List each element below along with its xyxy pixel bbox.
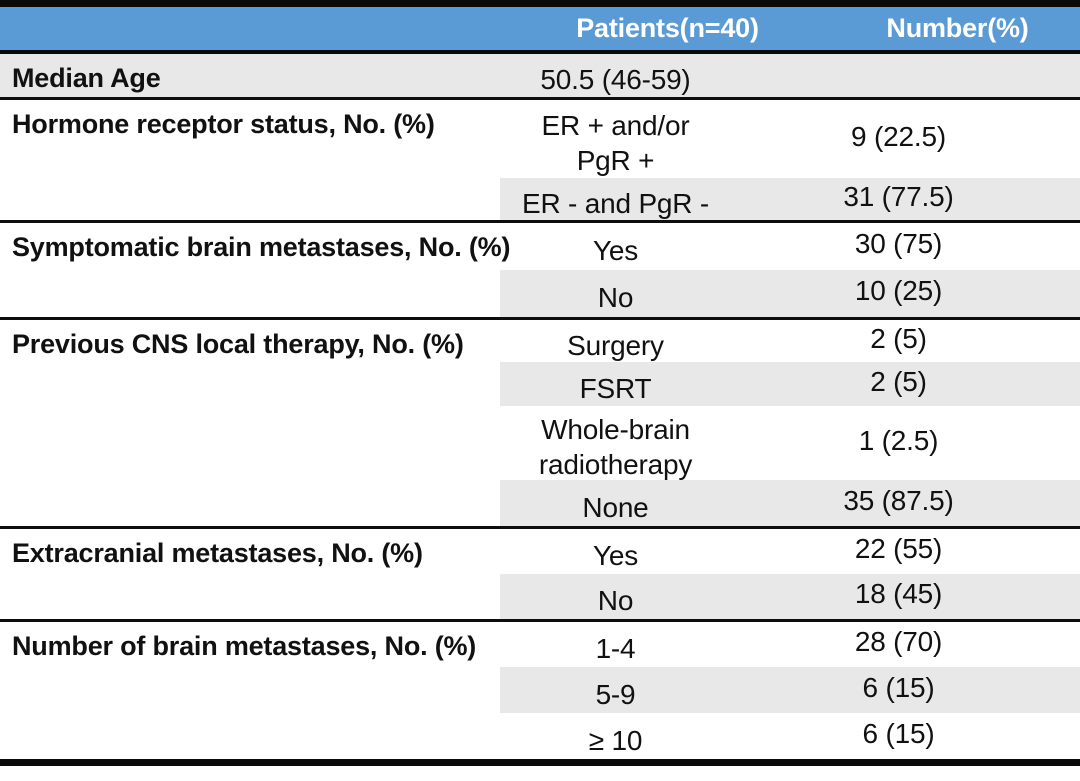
header-number-label: Number(%) [886, 13, 1029, 43]
number-cell: 31 (77.5) [785, 178, 1080, 220]
value-cell: 5-9 [500, 667, 785, 713]
top-rule [0, 0, 1080, 7]
number-text: 30 (75) [854, 228, 943, 259]
table-row: 1-4 28 (70) [500, 622, 1080, 667]
value-cell: FSRT [500, 362, 785, 406]
header-patients-label: Patients(n=40) [576, 13, 759, 43]
table-row: Surgery 2 (5) [500, 320, 1080, 362]
number-cell: 2 (5) [785, 362, 1080, 406]
value-cell: Yes [500, 529, 785, 574]
value-text: FSRT [579, 372, 652, 404]
category-label: Median Age [12, 63, 161, 93]
value-cell: No [500, 574, 785, 619]
value-cell: Yes [500, 223, 785, 270]
number-text: 6 (15) [862, 671, 935, 703]
number-cell [785, 54, 1080, 97]
header-row: Patients(n=40) Number(%) [0, 7, 1080, 54]
number-cell: 1 (2.5) [785, 406, 1080, 480]
number-text: 31 (77.5) [843, 180, 954, 212]
section-rows: 1-4 28 (70) 5-9 6 (15) ≥ 10 6 (15) [500, 622, 1080, 759]
number-text: 1 (2.5) [858, 424, 939, 456]
value-cell: 50.5 (46-59) [500, 54, 785, 97]
section-rows: ER + and/or PgR + 9 (22.5) ER - and PgR … [500, 100, 1080, 220]
number-cell: 2 (5) [785, 320, 1080, 362]
number-cell: 9 (22.5) [785, 100, 1080, 178]
number-cell: 22 (55) [785, 529, 1080, 574]
value-text: Yes [592, 235, 639, 266]
table-row: No 18 (45) [500, 574, 1080, 619]
value-text: ER + and/or PgR + [541, 110, 690, 176]
table-row: 5-9 6 (15) [500, 667, 1080, 713]
number-cell: 6 (15) [785, 713, 1080, 759]
table-row: ER + and/or PgR + 9 (22.5) [500, 100, 1080, 178]
section-rows: Yes 22 (55) No 18 (45) [500, 529, 1080, 619]
value-cell: 1-4 [500, 622, 785, 667]
table-row: Yes 30 (75) [500, 223, 1080, 270]
header-col-number: Number(%) [785, 13, 1080, 44]
value-text: ER - and PgR - [521, 187, 710, 219]
section-rows: Yes 30 (75) No 10 (25) [500, 223, 1080, 317]
number-cell: 6 (15) [785, 667, 1080, 713]
number-cell: 10 (25) [785, 270, 1080, 317]
value-text: ≥ 10 [588, 724, 643, 756]
value-text: None [582, 491, 649, 523]
section-extracranial: Extracranial metastases, No. (%) Yes 22 … [0, 526, 1080, 619]
table-row: FSRT 2 (5) [500, 362, 1080, 406]
header-col-patients: Patients(n=40) [500, 13, 785, 44]
value-cell: Whole-brain radiotherapy [500, 406, 785, 480]
bottom-rule [0, 759, 1080, 766]
table-row: 50.5 (46-59) [500, 54, 1080, 97]
table-row: Yes 22 (55) [500, 529, 1080, 574]
number-text: 10 (25) [854, 275, 943, 306]
value-cell: ER + and/or PgR + [500, 100, 785, 178]
section-hormone-receptor: Hormone receptor status, No. (%) ER + an… [0, 97, 1080, 220]
value-text: Whole-brain radiotherapy [538, 414, 693, 480]
value-cell: ≥ 10 [500, 713, 785, 759]
category-label: Hormone receptor status, No. (%) [12, 109, 435, 139]
value-text: 1-4 [595, 633, 636, 664]
value-text: Surgery [567, 329, 664, 361]
number-cell: 30 (75) [785, 223, 1080, 270]
category-label: Previous CNS local therapy, No. (%) [12, 329, 464, 359]
number-text: 6 (15) [862, 717, 935, 749]
value-cell: None [500, 480, 785, 526]
section-median-age: Median Age 50.5 (46-59) [0, 54, 1080, 97]
number-text: 2 (5) [870, 322, 927, 354]
table-row: ≥ 10 6 (15) [500, 713, 1080, 759]
section-previous-cns: Previous CNS local therapy, No. (%) Surg… [0, 317, 1080, 526]
table-row: ER - and PgR - 31 (77.5) [500, 178, 1080, 220]
section-symptomatic: Symptomatic brain metastases, No. (%) Ye… [0, 220, 1080, 317]
category-label: Extracranial metastases, No. (%) [12, 538, 423, 568]
value-text: 5-9 [595, 678, 636, 710]
value-cell: ER - and PgR - [500, 178, 785, 220]
section-rows: Surgery 2 (5) FSRT 2 (5) Whole-brain rad… [500, 320, 1080, 526]
number-text: 9 (22.5) [851, 120, 946, 152]
section-rows: 50.5 (46-59) [500, 54, 1080, 97]
value-cell: Surgery [500, 320, 785, 362]
number-text: 2 (5) [870, 365, 927, 397]
number-cell: 28 (70) [785, 622, 1080, 667]
table-row: Whole-brain radiotherapy 1 (2.5) [500, 406, 1080, 480]
value-text: 50.5 (46-59) [540, 64, 691, 95]
number-cell: 18 (45) [785, 574, 1080, 619]
number-text: 35 (87.5) [843, 484, 954, 516]
value-text: Yes [592, 540, 639, 571]
number-text: 22 (55) [854, 533, 943, 564]
value-cell: No [500, 270, 785, 317]
category-label: Number of brain metastases, No. (%) [12, 631, 477, 661]
number-cell: 35 (87.5) [785, 480, 1080, 526]
section-brain-metastases-count: Number of brain metastases, No. (%) 1-4 … [0, 619, 1080, 759]
category-label: Symptomatic brain metastases, No. (%) [12, 232, 511, 262]
table-row: No 10 (25) [500, 270, 1080, 317]
value-text: No [597, 585, 634, 616]
table-row: None 35 (87.5) [500, 480, 1080, 526]
value-text: No [597, 282, 634, 313]
number-text: 28 (70) [854, 626, 943, 657]
number-text: 18 (45) [854, 578, 943, 609]
